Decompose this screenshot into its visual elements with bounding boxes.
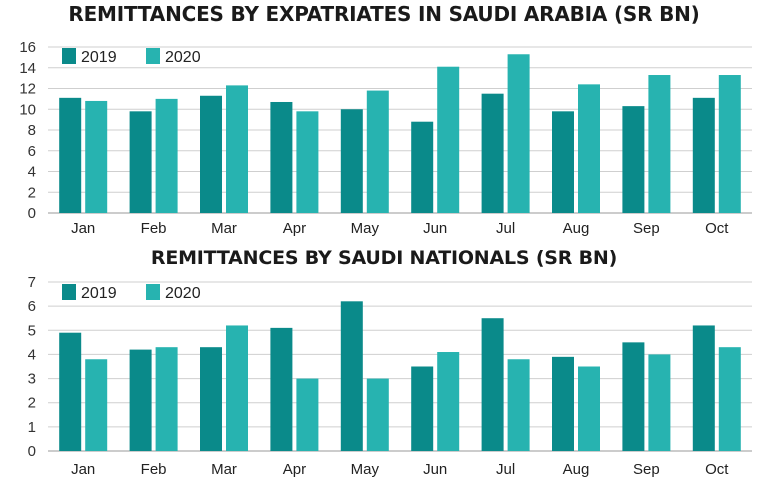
y-tick-label: 10 (19, 101, 36, 118)
x-tick-label: Oct (705, 461, 729, 478)
bar-2019-may (340, 109, 363, 213)
x-tick-label: Aug (563, 461, 590, 478)
x-tick-label: Jul (496, 220, 515, 237)
bar-2020-apr (296, 378, 319, 451)
y-tick-label: 4 (28, 346, 36, 363)
legend-swatch-2019 (62, 284, 76, 300)
bar-2019-sep (622, 106, 645, 213)
x-tick-label: Jan (71, 220, 95, 237)
x-tick-label: Sep (633, 461, 660, 478)
bar-2019-jun (411, 121, 434, 213)
bar-2019-oct (692, 97, 715, 213)
y-tick-label: 2 (28, 395, 36, 412)
y-tick-label: 1 (28, 419, 36, 436)
x-tick-label: Sep (633, 220, 660, 237)
y-tick-label: 3 (28, 371, 36, 388)
bar-2020-oct (718, 347, 741, 451)
bar-2020-jun (437, 352, 460, 451)
bar-2019-oct (692, 325, 715, 451)
bar-2020-sep (648, 75, 671, 213)
bar-2020-apr (296, 111, 319, 213)
bar-2020-oct (718, 75, 741, 213)
x-tick-label: Jun (423, 461, 447, 478)
bar-2020-jul (507, 54, 530, 214)
legend-label-2019: 2019 (81, 49, 117, 66)
x-tick-label: Oct (705, 220, 729, 237)
bar-2019-feb (129, 349, 152, 451)
x-tick-label: Feb (141, 220, 167, 237)
legend-swatch-2020 (146, 48, 160, 64)
chart-2-title: REMITTANCES BY SAUDI NATIONALS (SR BN) (150, 247, 618, 269)
bar-2020-jun (437, 66, 460, 214)
legend-label-2020: 2020 (165, 285, 201, 302)
bar-2020-jul (507, 359, 530, 451)
bar-2019-apr (270, 101, 293, 213)
y-tick-label: 2 (28, 184, 36, 201)
bar-2020-aug (578, 84, 600, 213)
x-tick-label: Jul (496, 461, 515, 478)
bar-2020-feb (155, 98, 178, 213)
bar-2019-jan (59, 332, 82, 451)
bar-2020-mar (226, 85, 248, 213)
y-tick-label: 5 (28, 322, 36, 339)
bar-2020-may (366, 90, 389, 213)
bar-2019-may (340, 301, 363, 451)
x-tick-label: Jan (71, 461, 95, 478)
bar-2019-aug (552, 111, 574, 213)
bar-2019-mar (200, 347, 222, 451)
y-tick-label: 14 (19, 60, 36, 77)
chart-1-title: REMITTANCES BY EXPATRIATES IN SAUDI ARAB… (68, 2, 700, 26)
bar-2020-mar (226, 325, 248, 451)
bar-2020-feb (155, 347, 178, 451)
y-tick-label: 12 (19, 81, 36, 98)
x-tick-label: May (351, 220, 380, 237)
bar-2019-jan (59, 97, 82, 213)
bar-2019-aug (552, 356, 574, 451)
legend-swatch-2019 (62, 48, 76, 64)
x-tick-label: Mar (211, 461, 237, 478)
x-tick-label: Apr (283, 461, 306, 478)
y-tick-label: 4 (28, 164, 36, 181)
legend-label-2019: 2019 (81, 285, 117, 302)
y-tick-label: 0 (28, 443, 36, 460)
x-tick-label: Mar (211, 220, 237, 237)
x-tick-label: Feb (141, 461, 167, 478)
x-tick-label: Aug (563, 220, 590, 237)
y-tick-label: 8 (28, 122, 36, 139)
bar-2020-jan (85, 359, 108, 451)
legend-swatch-2020 (146, 284, 160, 300)
y-tick-label: 0 (28, 205, 36, 222)
bar-2019-jul (481, 93, 504, 213)
y-tick-label: 6 (28, 298, 36, 315)
bar-2019-sep (622, 342, 645, 451)
legend-label-2020: 2020 (165, 49, 201, 66)
x-tick-label: Apr (283, 220, 306, 237)
y-tick-label: 7 (28, 274, 36, 291)
bar-2019-jun (411, 366, 434, 451)
bar-2019-apr (270, 327, 293, 451)
bar-2020-may (366, 378, 389, 451)
bar-2020-sep (648, 354, 671, 451)
x-tick-label: May (351, 461, 380, 478)
y-tick-label: 6 (28, 143, 36, 160)
bar-2019-feb (129, 111, 152, 213)
y-tick-label: 16 (19, 39, 36, 56)
bar-2020-aug (578, 366, 600, 451)
x-tick-label: Jun (423, 220, 447, 237)
bar-2019-jul (481, 318, 504, 451)
bar-2019-mar (200, 95, 222, 213)
bar-2020-jan (85, 100, 108, 213)
